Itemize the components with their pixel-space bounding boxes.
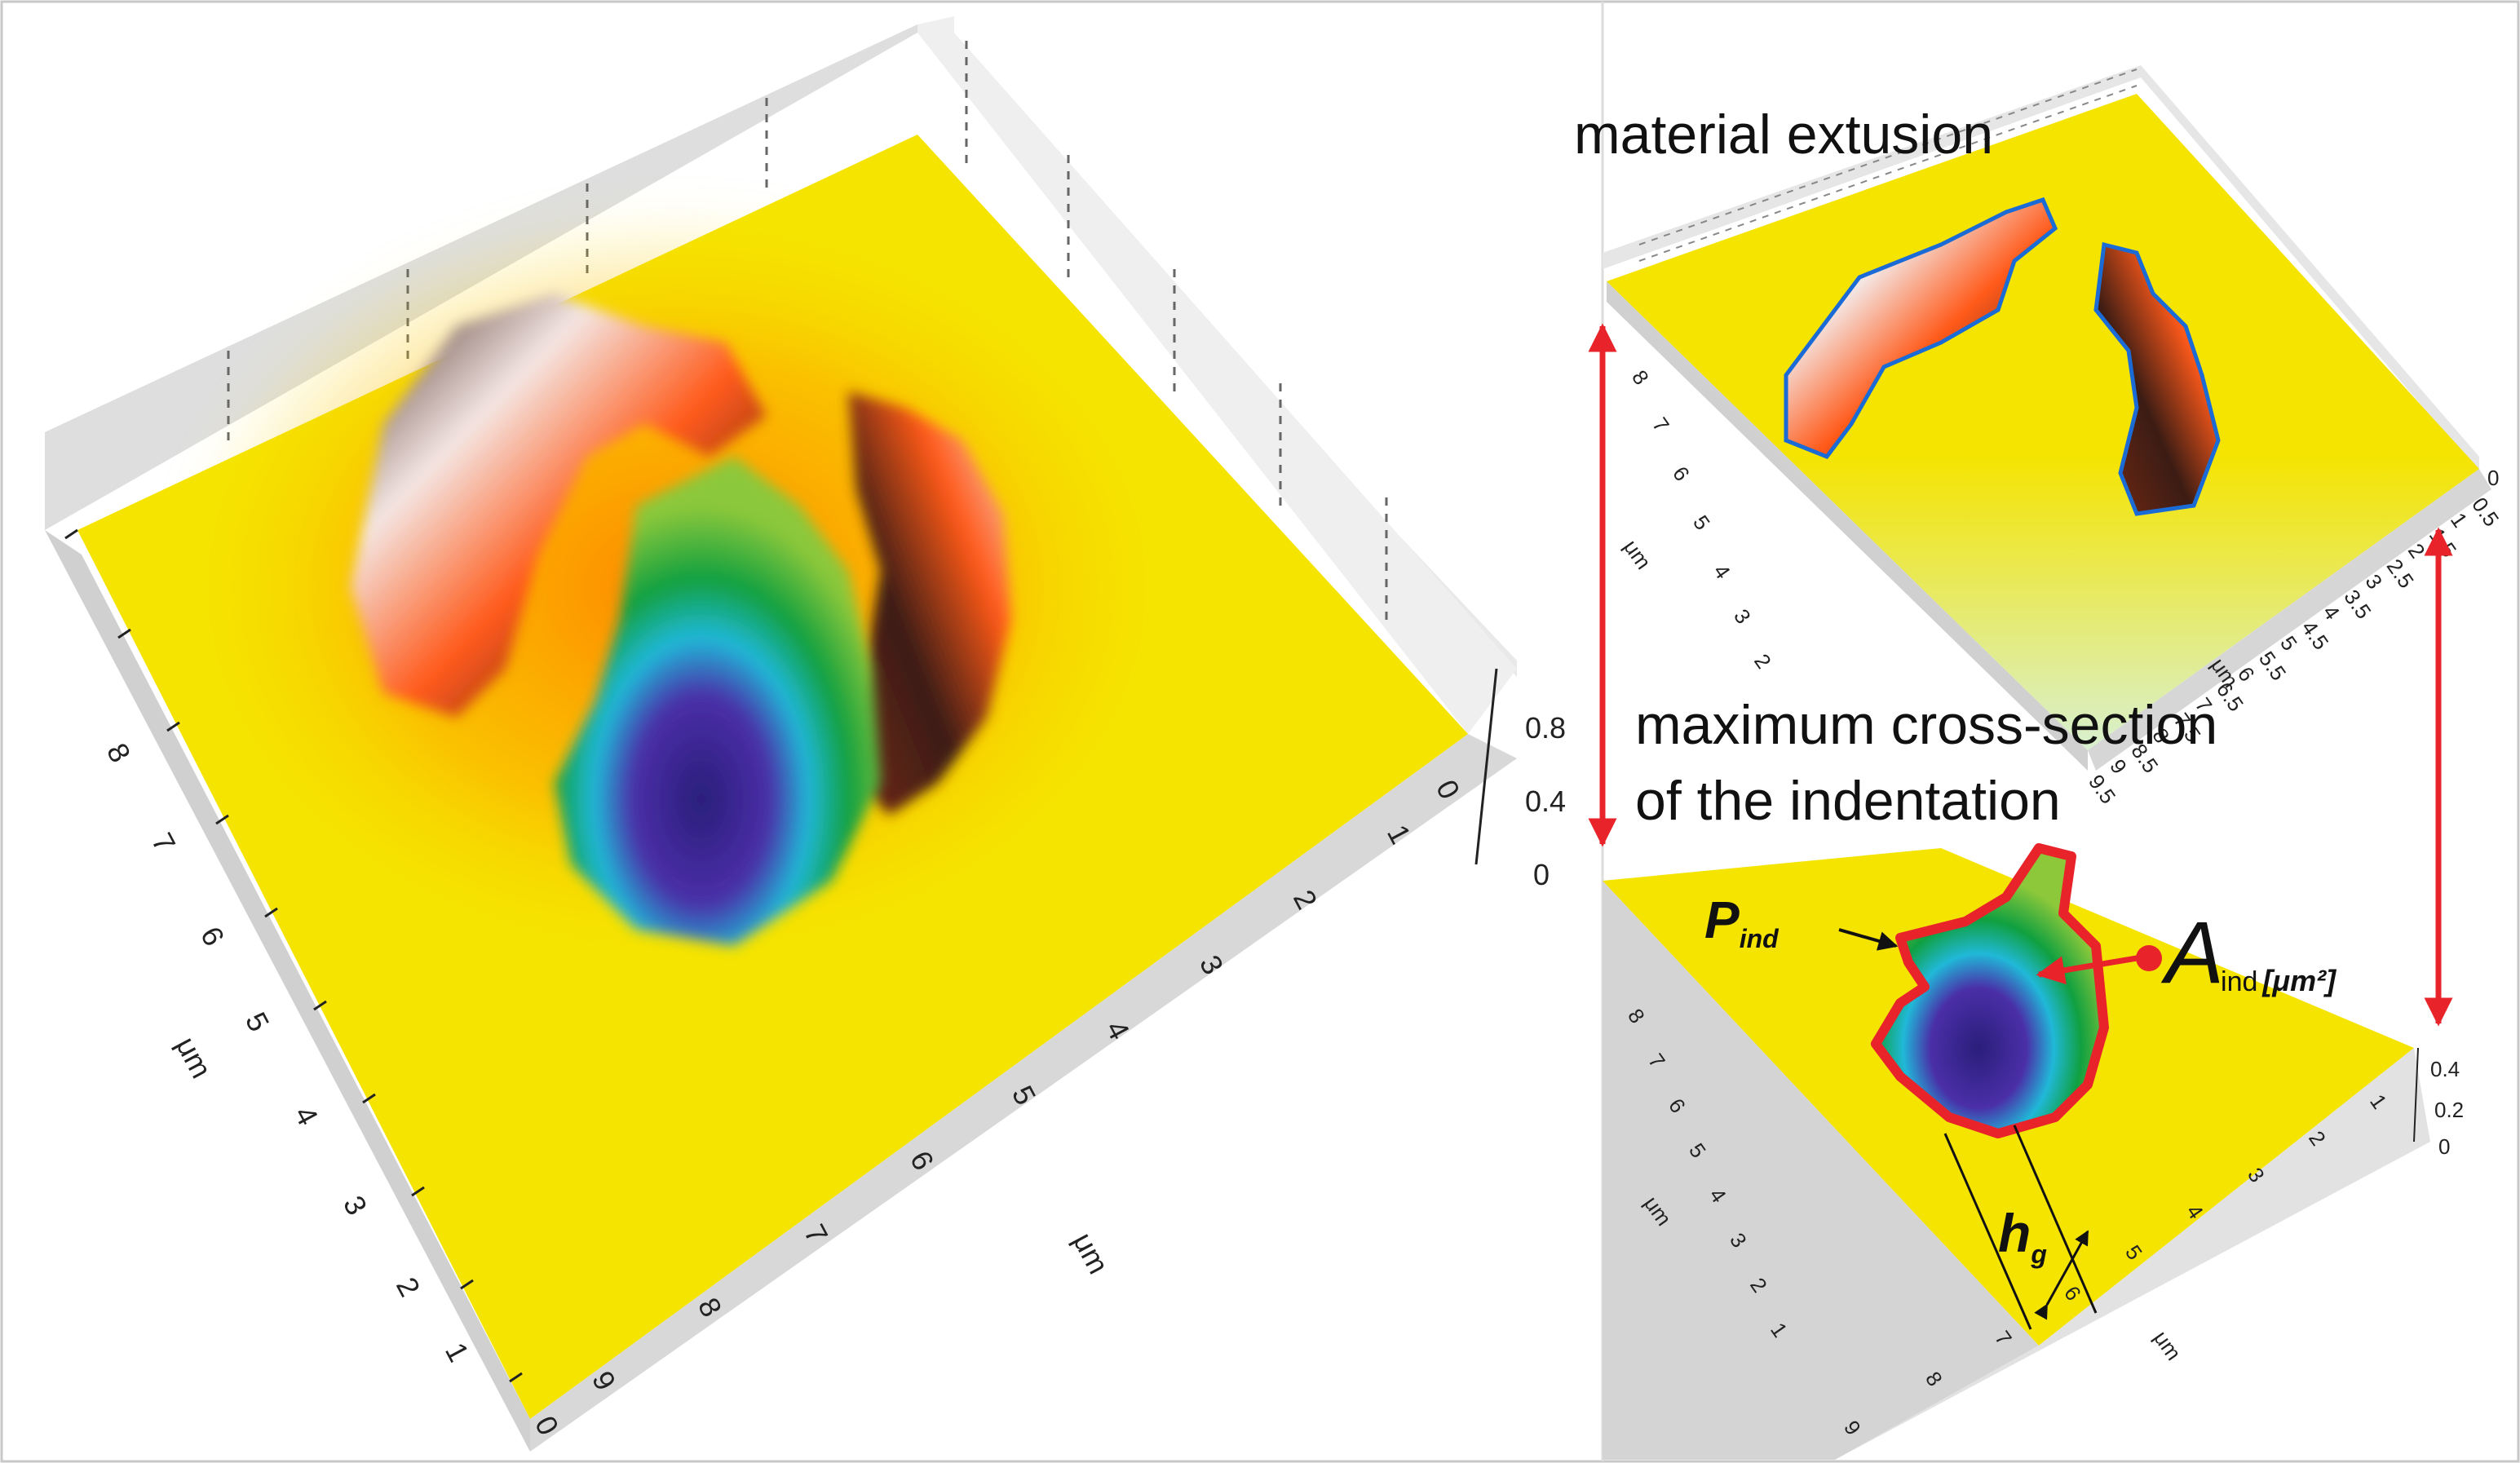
left-front-wall-left [45,530,530,1452]
br-z-ticks: 0.4 0.2 0 [2413,1047,2464,1159]
br-area-pointer [2036,955,2138,985]
left-indent-pit [555,457,881,946]
tr-surface [1607,94,2479,750]
left-z-axis-line [1474,668,1498,865]
br-title-line1: maximum cross-section [1635,694,2217,756]
br-depth-label: hg [1998,1203,2047,1269]
br-area-label: Aind [μm²] [2160,903,2337,1001]
tr-ytick-4: 4 [1709,559,1735,583]
br-indent-pit [1876,848,2104,1134]
left-y-tickmarks [64,528,523,1383]
br-ztick-0.4: 0.4 [2430,1057,2460,1081]
left-ytick-8: 8 [100,738,138,768]
left-x-axis-label: μm [1067,1227,1116,1280]
left-ytick-2: 2 [390,1272,427,1302]
br-perimeter-arrow [1838,928,1899,951]
br-depth-arrow [2034,1230,2089,1320]
br-depth-guide-left [1943,1133,2032,1330]
tr-front-wall [2088,469,2491,771]
tr-y-axis-label: μm [1619,535,1656,573]
left-z-ticks: 0.8 0.4 0 [1474,668,1566,891]
tr-ytick-6: 6 [1668,462,1695,485]
br-ztick-0: 0 [2438,1134,2450,1159]
br-ztick-0.2: 0.2 [2434,1098,2464,1122]
top-right-3d-plot [1603,65,2491,771]
br-x-axis-label: μm [2149,1326,2186,1364]
left-ytick-5: 5 [239,1007,276,1037]
left-ytick-3: 3 [337,1191,374,1221]
left-front-wall-right [530,734,1517,1452]
br-front-wall-left [1603,881,2039,1460]
left-ytick-7: 7 [145,828,183,858]
left-ytick-1: 1 [439,1337,476,1368]
left-3d-plot [45,0,1517,1452]
tr-ytick-2: 2 [1749,649,1776,673]
left-back-gridlines [227,41,1388,628]
left-pileup-ridge [351,294,767,718]
br-title-line2: of the indentation [1635,770,2061,832]
tr-front-wall-left [1607,281,2088,771]
tr-back-gridlines [1638,69,2138,262]
left-y-axis-label: μm [170,1032,219,1084]
left-ztick-0: 0 [1533,858,1550,891]
left-ztick-0.8: 0.8 [1525,711,1566,745]
tr-title: material extusion [1574,104,1993,166]
tr-ytick-5: 5 [1688,511,1715,534]
tr-ytick-8: 8 [1627,365,1654,389]
left-ztick-0.4: 0.4 [1525,785,1566,818]
tr-ytick-3: 3 [1729,604,1756,628]
left-pileup-ridge-right [840,391,1011,815]
tr-ztick-0: 0 [2487,466,2499,490]
left-ytick-6: 6 [194,922,232,952]
tr-extrusion-left [1784,197,2058,460]
br-perimeter-label: Pind [1704,891,1779,953]
br-area-dot [2136,945,2162,971]
tr-extrusion-right [2093,241,2221,516]
br-perimeter-outline [1871,843,2109,1138]
bottom-right-3d-plot [1603,843,2430,1460]
left-ytick-4: 4 [288,1101,325,1131]
br-front-wall-right [1835,1048,2430,1460]
tr-ytick-7: 7 [1647,413,1674,436]
br-z-axis-line [2413,1047,2419,1143]
